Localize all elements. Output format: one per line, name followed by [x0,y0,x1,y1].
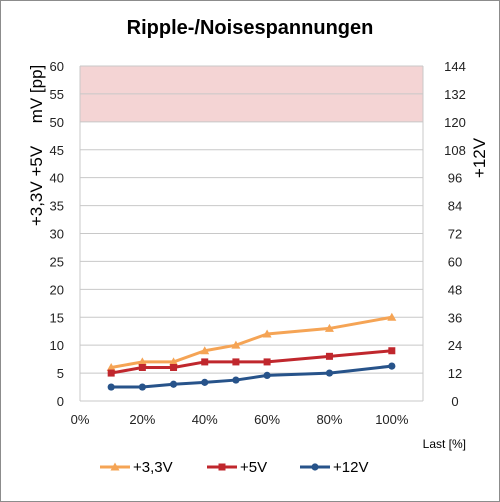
y-tick-right: 24 [448,338,462,353]
series-line-2 [111,364,392,389]
data-point [138,364,146,371]
data-point [201,378,209,386]
legend-label: +5V [240,459,267,476]
x-tick-label: 20% [129,412,155,427]
data-point [169,380,178,388]
legend-label: +3,3V [133,459,173,476]
x-tick-label: 40% [192,412,218,427]
data-point [388,347,396,355]
data-point [107,383,115,391]
y-tick-left: 45 [50,143,64,158]
y-tick-left: 60 [50,59,64,74]
data-point [137,357,147,366]
data-point [263,358,271,366]
y-tick-left: 0 [57,394,64,409]
gridlines [79,65,424,402]
y-tick-right: 84 [448,199,462,214]
y-tick-left: 55 [50,87,64,102]
y-tick-left: 5 [57,366,64,381]
y-tick-right: 0 [451,394,458,409]
legend-label: +12V [333,459,368,476]
y-tick-right: 132 [444,87,466,102]
x-tick-label: 100% [375,412,409,427]
legend: +3,3V +5V +12V [100,459,368,476]
x-axis-label: Last [%] [423,437,466,451]
y-tick-left: 25 [50,254,64,269]
data-point [324,323,334,332]
series-group [106,312,397,391]
x-tick-label: 0% [71,412,90,427]
y-axis-label-right: +12V [470,137,489,178]
data-point [232,358,240,366]
data-point [232,376,240,384]
legend-marker [110,462,120,471]
y-tick-right: 72 [448,227,462,242]
data-point [388,362,396,370]
y-tick-right: 12 [448,366,462,381]
data-point [325,352,333,360]
series-line-0 [110,315,393,369]
series-line-1 [110,349,392,375]
data-point [170,364,178,371]
data-point [201,358,209,366]
x-tick-label: 80% [316,412,342,427]
data-point [138,383,146,391]
y-tick-left: 50 [50,115,64,130]
y-tick-right: 108 [444,143,466,158]
x-tick-label: 60% [254,412,280,427]
y-tick-left: 35 [50,199,64,214]
data-point [106,363,116,371]
y-tick-right: 36 [448,310,462,325]
y-axis-label-left-bottom: +3,3V +5V [27,145,46,226]
data-point [200,346,210,355]
data-point [169,357,179,366]
legend-marker [218,463,226,471]
data-point [325,369,334,377]
y-tick-right: 120 [444,115,466,130]
data-point [263,371,271,380]
y-tick-right: 96 [448,171,462,186]
data-point [387,312,397,321]
y-tick-left: 30 [50,227,64,242]
y-tick-right: 60 [448,254,462,269]
chart-title: Ripple-/Noisespannungen [127,17,374,39]
y-tick-left: 40 [50,171,64,186]
y-tick-right: 144 [444,59,466,74]
y-tick-left: 10 [50,338,64,353]
tick-labels: 0 0 5 12 10 24 15 36 20 48 25 60 30 72 35 84 40 96 45 108 50… [50,59,466,427]
y-tick-left: 20 [50,282,64,297]
data-point [262,329,272,338]
y-axis-label-left-top: mV [pp] [27,65,46,124]
data-point [231,340,241,349]
data-point [107,369,115,377]
legend-marker [311,463,319,471]
y-tick-left: 15 [50,310,64,325]
y-tick-right: 48 [448,282,462,297]
